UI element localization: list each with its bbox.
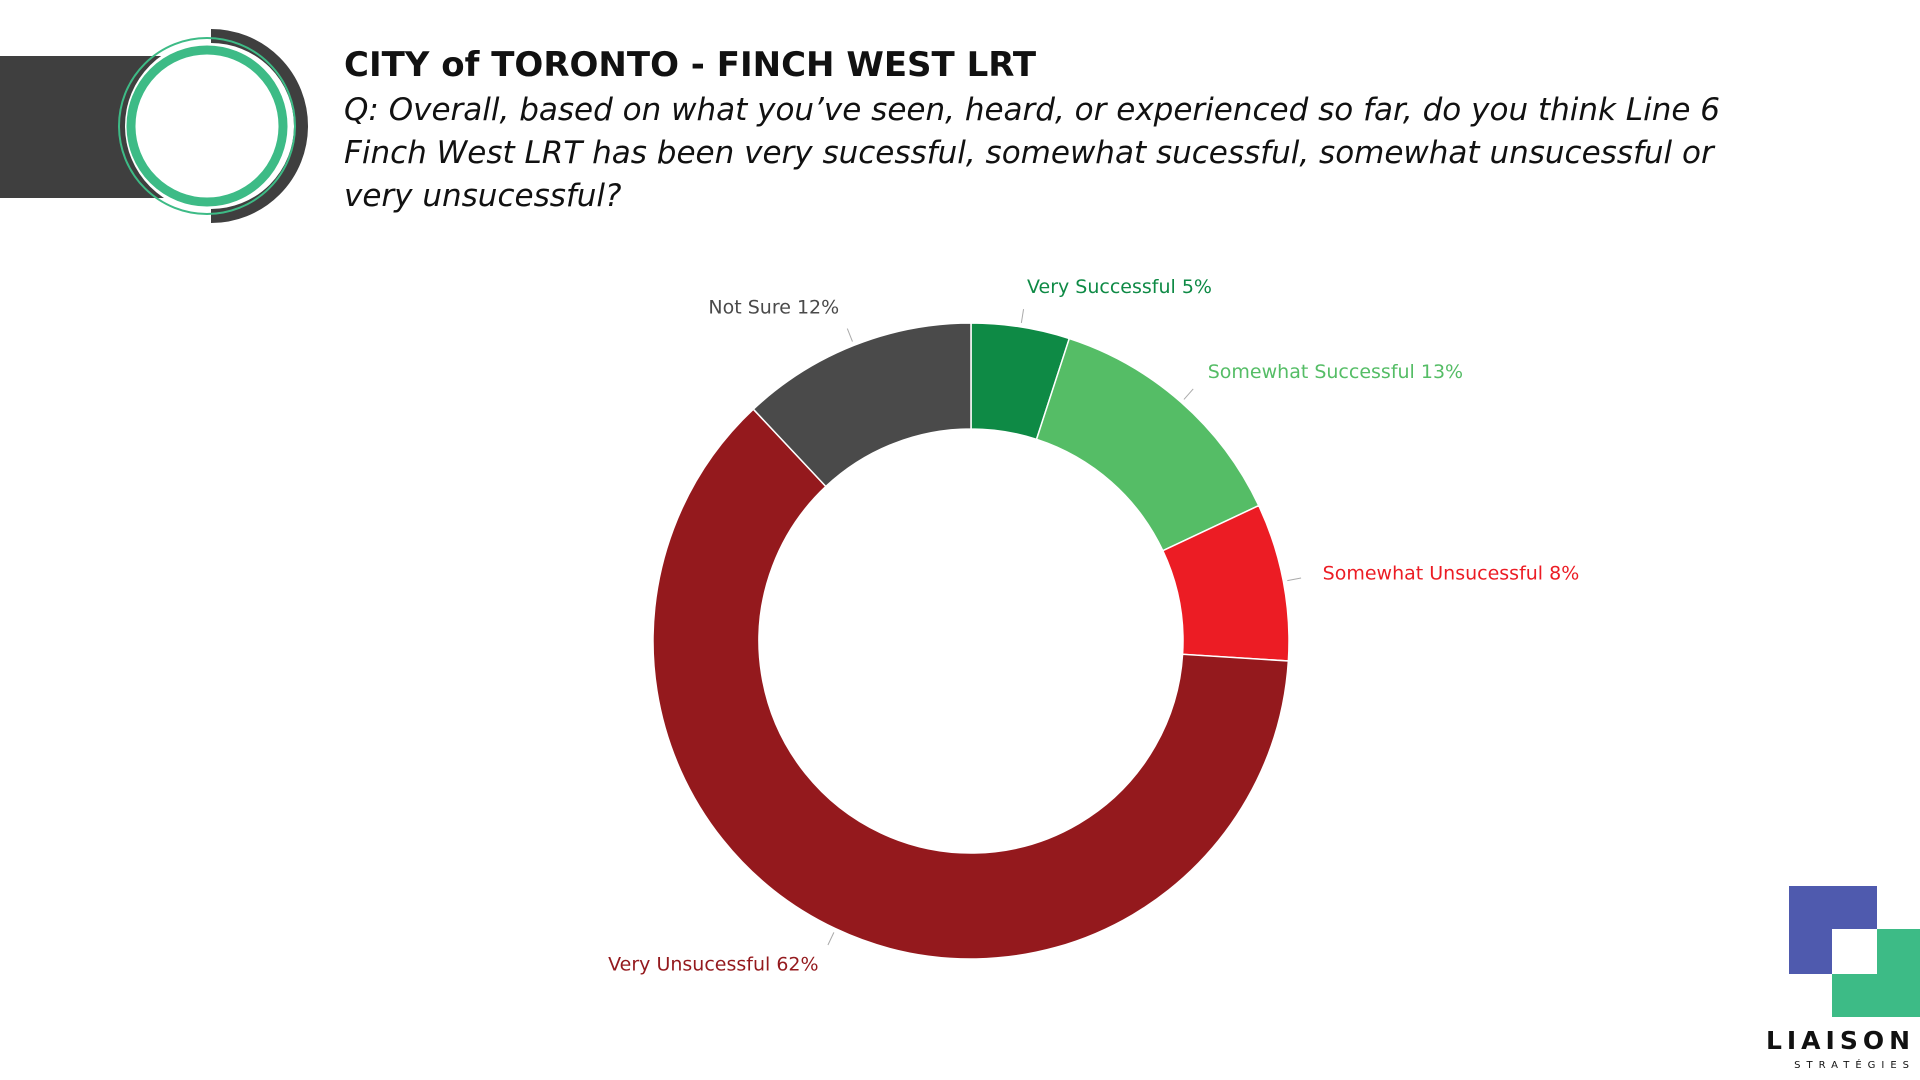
data-label: Very Successful 5% [1027, 276, 1212, 298]
logo-tagline: STRATÉGIES [1794, 1058, 1915, 1071]
logo: LIAISON STRATÉGIES [1766, 886, 1920, 1071]
leader-line [1020, 309, 1025, 324]
data-label: Somewhat Successful 13% [1208, 361, 1463, 383]
leader-line [846, 328, 853, 342]
data-label: Somewhat Unsucessful 8% [1323, 562, 1580, 584]
question-line: very unsucessful? [344, 178, 622, 214]
logo-name: LIAISON [1766, 1026, 1915, 1055]
question-line: Finch West LRT has been very sucessful, … [344, 135, 1716, 171]
donut-slice [752, 322, 972, 488]
question-line: Q: Overall, based on what you’ve seen, h… [344, 92, 1720, 128]
donut-slice [652, 408, 1290, 960]
ring-bg [125, 40, 297, 212]
logo-square [1832, 929, 1877, 974]
leader-line [1287, 577, 1302, 582]
ring-arc [210, 29, 308, 223]
ring [126, 45, 288, 207]
data-label: Very Unsucessful 62% [608, 953, 818, 975]
leader-line [827, 932, 835, 946]
title: CITY of TORONTO - FINCH WEST LRT [344, 45, 1037, 85]
ring-outer [118, 37, 296, 215]
data-label: Not Sure 12% [708, 297, 839, 319]
leader-line [1183, 388, 1194, 400]
